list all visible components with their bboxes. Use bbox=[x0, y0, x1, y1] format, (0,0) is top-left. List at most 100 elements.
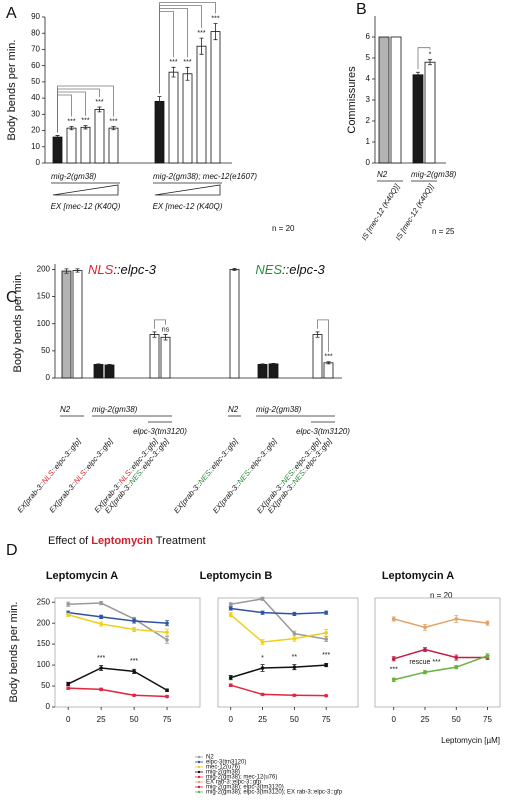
bar-label-part: EX[prab-3:: bbox=[15, 480, 46, 515]
y-tick-label: 4 bbox=[366, 74, 371, 83]
x-tick-label: 50 bbox=[130, 715, 139, 724]
point bbox=[132, 669, 136, 674]
panel-title-part: NES bbox=[255, 262, 282, 277]
note: n = 20 bbox=[430, 591, 453, 600]
point bbox=[292, 631, 297, 636]
panel-title-part: NLS bbox=[88, 262, 114, 277]
y-tick-label: 0 bbox=[36, 158, 41, 167]
point bbox=[391, 656, 396, 661]
legend-label: elpc-3(tm3120) bbox=[206, 760, 246, 766]
bar bbox=[154, 100, 165, 164]
bracket bbox=[57, 88, 100, 133]
bracket bbox=[154, 319, 166, 329]
bar bbox=[196, 45, 207, 164]
bar bbox=[182, 73, 193, 164]
bar bbox=[93, 364, 104, 379]
y-tick-label: 2 bbox=[366, 116, 371, 125]
significance: *** bbox=[324, 354, 332, 361]
point bbox=[66, 682, 70, 686]
series-line bbox=[67, 614, 168, 634]
point bbox=[165, 621, 169, 625]
significance: *** bbox=[81, 118, 89, 125]
point bbox=[292, 693, 297, 698]
note: n = 20 bbox=[272, 224, 295, 233]
legend-label: EX rab-3::elpc-3::gfp bbox=[206, 780, 262, 786]
point bbox=[423, 670, 427, 675]
y-axis-label: Body bends per min. bbox=[12, 272, 24, 373]
point bbox=[165, 630, 169, 635]
panel-subtitle: Leptomycin A bbox=[46, 570, 118, 582]
point bbox=[99, 615, 103, 619]
point bbox=[260, 666, 265, 670]
point bbox=[260, 640, 265, 644]
error-bar bbox=[232, 267, 237, 271]
x-tick-label: 50 bbox=[290, 715, 299, 724]
y-tick-label: 100 bbox=[37, 660, 51, 669]
bar-label: IS [mec-12 (K40Q)] bbox=[394, 182, 436, 242]
panel-title-part: ::elpc-3 bbox=[113, 262, 156, 277]
point bbox=[260, 692, 265, 697]
bar bbox=[268, 363, 279, 379]
error-bar bbox=[326, 361, 331, 365]
dose-wedge bbox=[154, 184, 221, 196]
bar bbox=[108, 127, 119, 164]
point bbox=[454, 617, 459, 621]
y-tick-label: 80 bbox=[31, 28, 40, 37]
bar bbox=[412, 74, 424, 164]
bracket bbox=[417, 47, 431, 70]
y-tick-label: 30 bbox=[31, 109, 40, 118]
point bbox=[324, 693, 328, 698]
point bbox=[391, 617, 396, 621]
bar-label-part: ::elpc-3::gfp] bbox=[49, 436, 83, 474]
y-axis-label: Commissures bbox=[346, 66, 358, 134]
series-line bbox=[230, 607, 327, 615]
point bbox=[292, 636, 297, 641]
bar bbox=[80, 126, 91, 164]
error-bar bbox=[428, 59, 432, 66]
panel-title: NLS::elpc-3 bbox=[88, 262, 157, 277]
bar bbox=[390, 36, 402, 164]
x-tick-label: 0 bbox=[392, 715, 397, 724]
bar bbox=[52, 136, 63, 164]
x-tick-label: 75 bbox=[483, 715, 492, 724]
error-bar bbox=[185, 66, 190, 81]
significance: *** bbox=[169, 59, 177, 66]
series-line bbox=[393, 648, 488, 660]
error-bar bbox=[157, 96, 162, 107]
y-tick-label: 20 bbox=[31, 126, 40, 135]
bar bbox=[323, 362, 334, 379]
y-tick-label: 1 bbox=[366, 137, 371, 146]
y-tick-label: 150 bbox=[37, 292, 51, 301]
significance: *** bbox=[197, 30, 205, 37]
bar bbox=[168, 71, 179, 164]
x-tick-label: 75 bbox=[322, 715, 331, 724]
point bbox=[66, 686, 70, 690]
error-bar bbox=[163, 334, 168, 341]
group-label: mig-2(gm38) bbox=[256, 405, 302, 414]
x-tick-label: 25 bbox=[258, 715, 267, 724]
significance: *** bbox=[109, 118, 117, 125]
point bbox=[324, 630, 328, 635]
y-tick-label: 90 bbox=[31, 12, 40, 21]
y-tick-label: 5 bbox=[366, 53, 371, 62]
point bbox=[132, 627, 136, 632]
x-tick-label: 25 bbox=[97, 715, 106, 724]
point bbox=[228, 612, 233, 617]
y-tick-label: 70 bbox=[31, 45, 40, 54]
group-sublabel: elpc-3(tm3120) bbox=[133, 427, 187, 436]
y-tick-label: 40 bbox=[31, 93, 40, 102]
point bbox=[423, 625, 427, 630]
legend-dot bbox=[197, 780, 201, 784]
bar bbox=[149, 334, 160, 379]
figure-title-part: Leptomycin bbox=[91, 535, 153, 547]
point bbox=[292, 612, 297, 616]
figure-title-part: Effect of bbox=[48, 535, 91, 547]
bar-label-part: EX[prab-3:: bbox=[47, 480, 78, 515]
legend-label: mec-12(u76) bbox=[206, 765, 240, 771]
error-bar bbox=[260, 363, 265, 366]
group-sublabel: EX [mec-12 (K40Q) bbox=[153, 202, 223, 211]
bar bbox=[257, 364, 268, 379]
y-tick-label: 200 bbox=[37, 618, 51, 627]
significance: *** bbox=[95, 99, 103, 106]
error-bar bbox=[315, 331, 320, 338]
